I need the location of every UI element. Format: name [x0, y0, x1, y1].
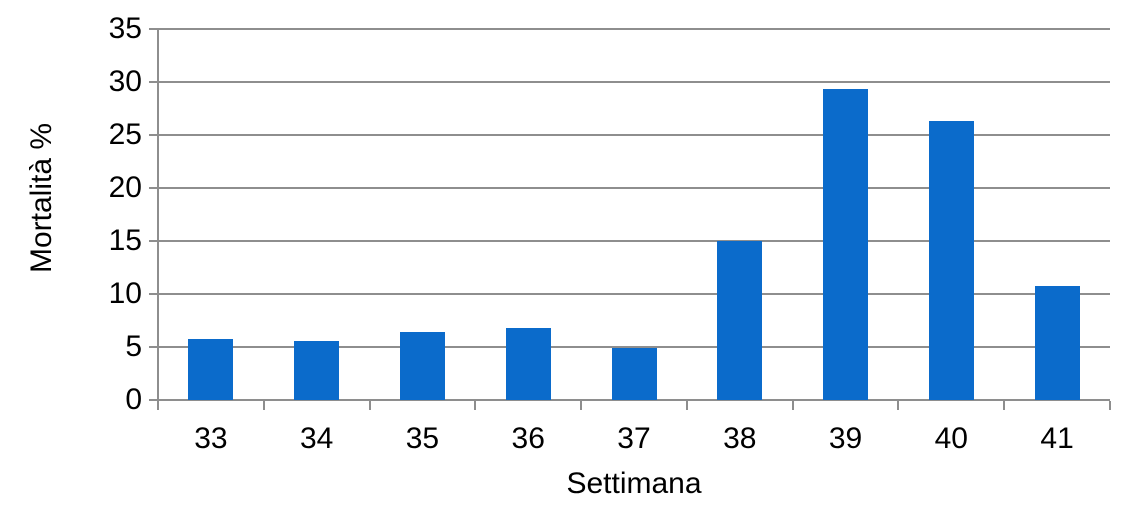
bar-33	[188, 338, 234, 400]
x-tick-label-36: 36	[511, 422, 545, 455]
x-tick-label-35: 35	[405, 422, 440, 455]
x-tick-label-38: 38	[723, 422, 757, 455]
y-tick-label-30: 30	[108, 65, 142, 98]
x-tick-label-39: 39	[828, 422, 863, 455]
x-axis-tick-0	[157, 401, 159, 410]
x-axis-tick-7	[897, 401, 900, 410]
y-tick-label-35: 35	[108, 12, 142, 45]
x-tick-label-41: 41	[1040, 422, 1074, 455]
x-tick-label-33: 33	[194, 422, 228, 455]
y-axis-tick-15	[149, 240, 158, 242]
y-tick-label-25: 25	[108, 118, 142, 151]
x-tick-label-40: 40	[934, 422, 968, 455]
gridline-y-15	[158, 240, 1110, 242]
y-tick-label-5: 5	[125, 330, 142, 363]
x-axis-tick-3	[474, 401, 477, 410]
y-axis-tick-10	[149, 293, 158, 295]
y-tick-label-20: 20	[108, 171, 142, 204]
bar-34	[294, 340, 340, 400]
y-axis-tick-35	[149, 28, 158, 30]
y-tick-label-10: 10	[108, 277, 142, 310]
x-axis-title: Settimana	[566, 467, 702, 500]
y-axis-title: Mortalità %	[25, 122, 58, 274]
bar-38	[717, 241, 763, 400]
bar-36	[505, 327, 551, 400]
gridline-y-20	[158, 187, 1110, 189]
bar-35	[399, 332, 445, 400]
y-axis-tick-0	[149, 399, 158, 401]
x-axis-tick-4	[580, 401, 583, 410]
gridline-y-30	[158, 81, 1110, 83]
y-tick-label-15: 15	[108, 224, 142, 257]
y-tick-label-0: 0	[125, 383, 142, 416]
y-axis-tick-30	[149, 81, 158, 83]
y-axis-line	[157, 29, 159, 402]
bar-37	[611, 348, 657, 400]
x-axis-tick-2	[368, 401, 371, 410]
bar-39	[823, 89, 869, 400]
y-axis-tick-25	[149, 134, 158, 136]
x-axis-tick-5	[685, 401, 688, 410]
x-tick-label-37: 37	[617, 422, 651, 455]
gridline-y-5	[158, 346, 1110, 348]
x-axis-tick-6	[791, 401, 794, 410]
y-axis-tick-5	[149, 346, 158, 348]
x-axis-tick-9	[1109, 401, 1111, 410]
bar-40	[928, 121, 974, 400]
x-axis-tick-8	[1003, 401, 1006, 410]
bar-41	[1034, 285, 1080, 400]
gridline-y-25	[158, 134, 1110, 136]
x-axis-tick-1	[262, 401, 265, 410]
y-axis-tick-20	[149, 187, 158, 189]
x-tick-label-34: 34	[299, 422, 334, 455]
gridline-y-10	[158, 293, 1110, 295]
gridline-y-35	[158, 28, 1110, 30]
gridline-y-0	[158, 399, 1110, 401]
